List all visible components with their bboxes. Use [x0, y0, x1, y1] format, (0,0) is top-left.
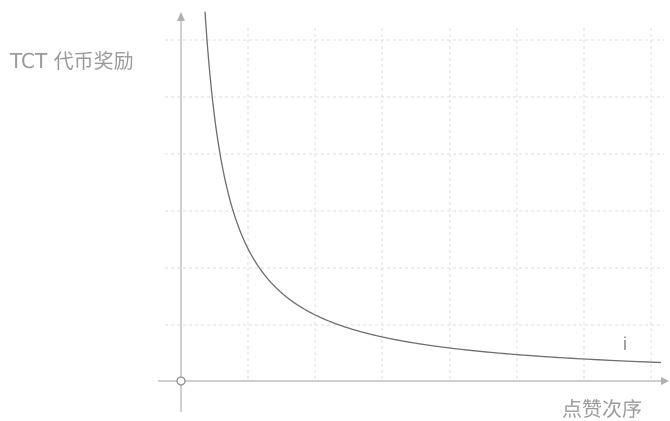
x-axis-label: 点赞次序 [562, 397, 642, 421]
reward-curve [204, 11, 662, 364]
y-axis-arrow-icon [177, 12, 185, 21]
y-axis-label: TCT 代币奖励 [9, 49, 134, 73]
origin-point [176, 376, 186, 386]
point-label: i [623, 334, 627, 354]
grid-lines [165, 28, 664, 381]
x-axis-arrow-icon [661, 377, 669, 385]
